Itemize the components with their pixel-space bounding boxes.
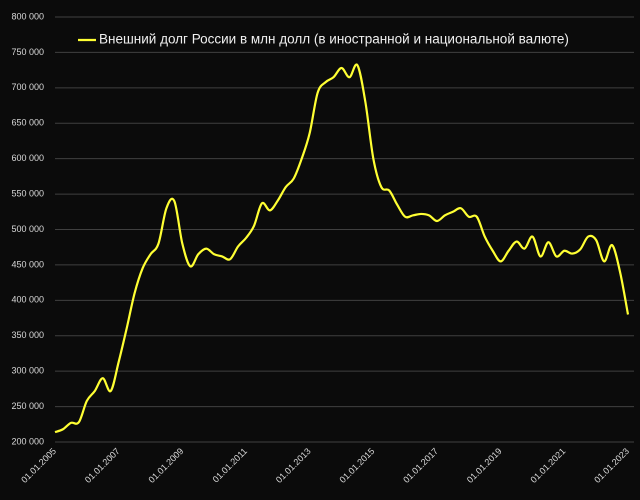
- y-tick-label: 300 000: [11, 366, 44, 376]
- y-tick-label: 450 000: [11, 259, 44, 269]
- data-line: [54, 63, 630, 434]
- y-tick-label: 200 000: [11, 436, 44, 446]
- y-tick-label: 550 000: [11, 188, 44, 198]
- y-tick-label: 350 000: [11, 330, 44, 340]
- y-tick-label: 700 000: [11, 82, 44, 92]
- y-tick-label: 750 000: [11, 47, 44, 57]
- y-tick-label: 250 000: [11, 401, 44, 411]
- y-tick-label: 800 000: [11, 11, 44, 21]
- y-tick-label: 650 000: [11, 118, 44, 128]
- legend-label: Внешний долг России в млн долл (в иностр…: [99, 32, 569, 47]
- y-tick-label: 600 000: [11, 153, 44, 163]
- y-tick-label: 400 000: [11, 295, 44, 305]
- y-tick-label: 500 000: [11, 224, 44, 234]
